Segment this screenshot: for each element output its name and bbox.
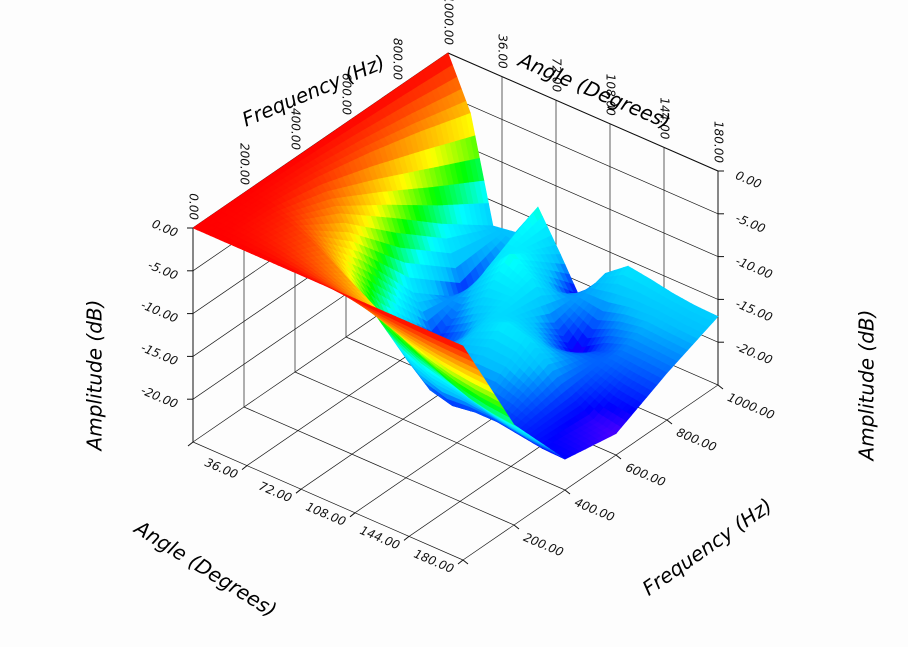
grid-line xyxy=(192,441,464,561)
tick-mark xyxy=(717,384,724,390)
angle-top-tick-label: 108.00 xyxy=(604,74,618,116)
amplitude-tick-label-right: 0.00 xyxy=(733,168,763,191)
frequency-top-tick-label: 400.00 xyxy=(289,108,303,150)
tick-mark xyxy=(403,536,410,541)
angle-tick-label: 72.00 xyxy=(257,479,294,505)
angle-tick-label: 36.00 xyxy=(203,455,240,481)
amplitude-tick-label-left: -15.00 xyxy=(139,340,180,368)
frequency-axis-title-bottom: Frequency (Hz) xyxy=(638,493,777,600)
angle-top-tick-label: 144.00 xyxy=(658,97,672,139)
tick-mark xyxy=(349,512,356,518)
angle-axis-title-top: Angle (Degrees) xyxy=(513,47,674,133)
grid-line xyxy=(447,181,719,300)
tick-mark xyxy=(615,454,622,460)
tick-marks xyxy=(187,170,724,565)
amplitude-tick-label-right: -20.00 xyxy=(733,339,774,367)
tick-mark xyxy=(666,419,673,425)
frequency-tick-label: 600.00 xyxy=(623,460,667,489)
frequency-tick-label: 200.00 xyxy=(521,530,565,559)
grid-line xyxy=(462,384,719,561)
tick-mark xyxy=(187,441,194,447)
frequency-top-tick-label: 200.00 xyxy=(238,143,252,185)
angle-tick-label: 180.00 xyxy=(412,547,456,576)
frequency-top-tick-label: 600.00 xyxy=(340,73,354,115)
tick-mark xyxy=(295,488,302,494)
grid-line xyxy=(294,371,566,491)
amplitude-tick-label-left: -5.00 xyxy=(146,258,180,283)
tick-mark xyxy=(457,559,464,565)
frequency-tick-label: 400.00 xyxy=(572,495,616,524)
grid-line xyxy=(243,406,515,526)
surface-mesh xyxy=(192,52,719,460)
frequency-tick-label: 1000.00 xyxy=(725,390,776,422)
amplitude-axis-title-left: Amplitude (dB) xyxy=(83,300,107,453)
surface-patch xyxy=(457,343,469,355)
tick-mark xyxy=(513,524,520,530)
angle-tick-label: 144.00 xyxy=(358,523,402,552)
frequency-top-tick-label: 0.00 xyxy=(187,193,201,220)
amplitude-tick-label-right: -5.00 xyxy=(733,211,767,236)
angle-tick-label: 108.00 xyxy=(304,499,348,528)
frequency-top-tick-label: 1000.00 xyxy=(442,0,456,45)
grid-line xyxy=(447,95,719,215)
amplitude-tick-label-left: 0.00 xyxy=(150,217,180,240)
frequency-tick-label: 800.00 xyxy=(674,425,718,454)
amplitude-tick-label-right: -10.00 xyxy=(733,254,774,282)
frame-edge xyxy=(447,52,719,172)
tick-mark xyxy=(564,489,571,495)
amplitude-tick-label-left: -20.00 xyxy=(139,383,180,411)
angle-top-tick-label: 72.00 xyxy=(550,58,564,93)
amplitude-tick-label-right: -15.00 xyxy=(733,296,774,324)
frequency-top-tick-label: 800.00 xyxy=(391,38,405,80)
grid-line xyxy=(447,138,719,257)
angle-top-tick-label: 36.00 xyxy=(496,34,510,69)
tick-mark xyxy=(241,465,248,470)
angle-top-tick-label: 180.00 xyxy=(712,121,726,163)
amplitude-tick-label-left: -10.00 xyxy=(139,298,180,326)
angle-axis-title-bottom: Angle (Degrees) xyxy=(129,514,281,622)
amplitude-axis-title-right: Amplitude (dB) xyxy=(855,310,879,463)
tick-mark xyxy=(462,559,469,565)
